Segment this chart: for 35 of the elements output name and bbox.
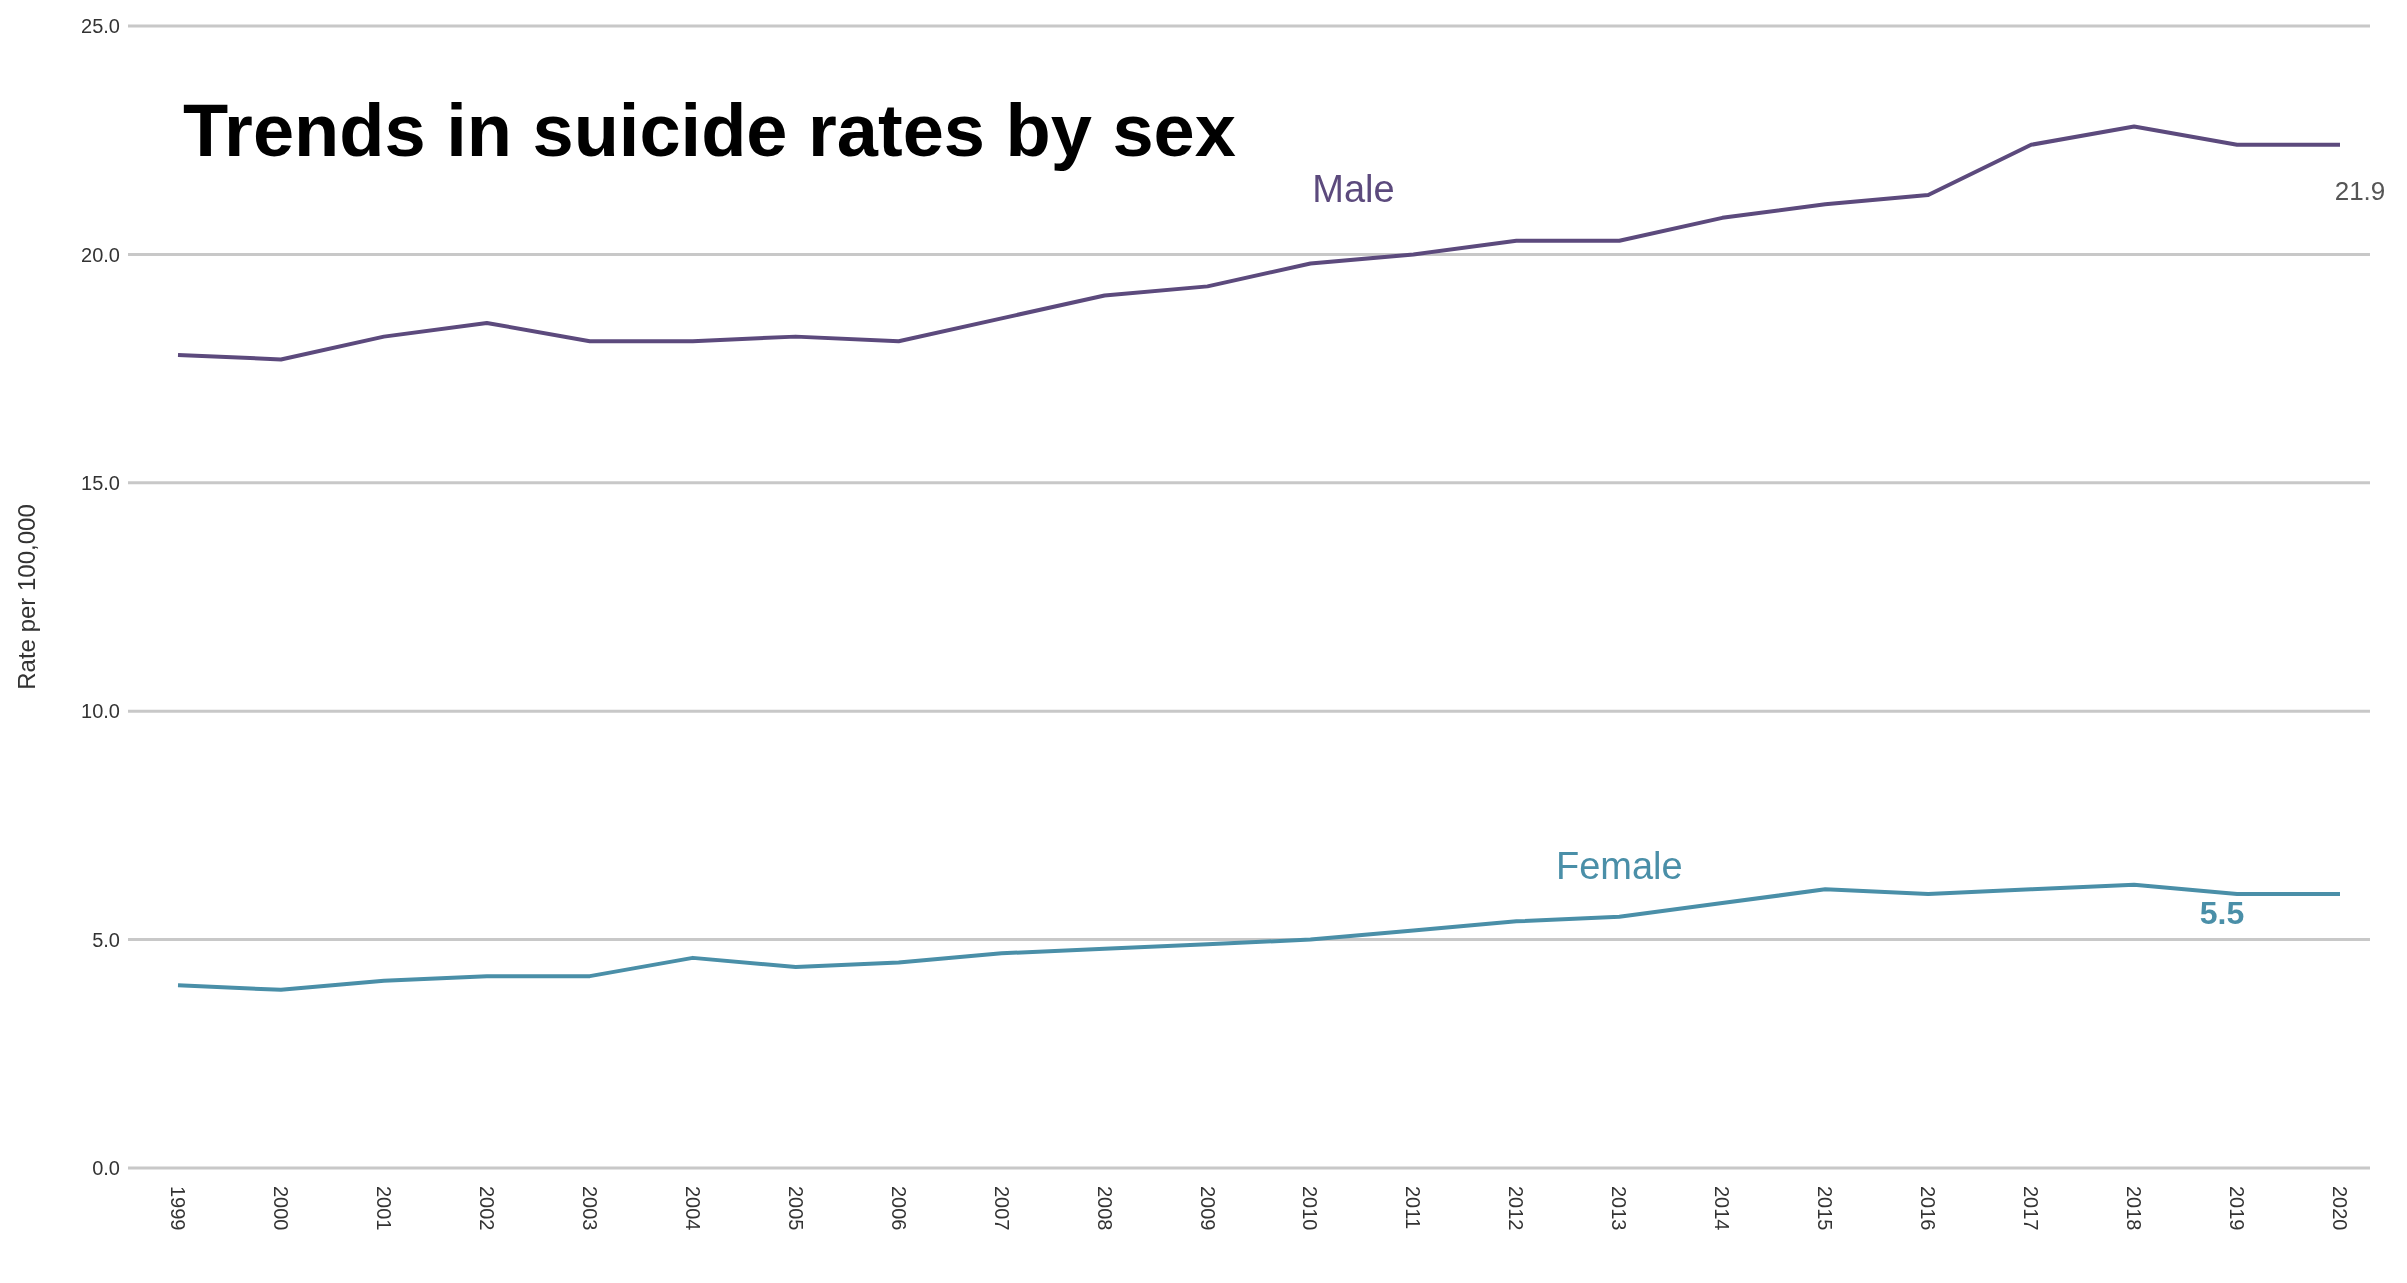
line-series	[176, 882, 2342, 992]
x-tick-label: 2012	[1505, 1186, 1528, 1231]
x-tick-label: 2015	[1814, 1186, 1837, 1231]
y-tick-label: 25.0	[81, 15, 120, 38]
annotation: 5.5	[2199, 894, 2245, 931]
x-tick-label: 2011	[1402, 1186, 1425, 1230]
x-tick-label: 2007	[990, 1186, 1013, 1231]
y-tick-label: 0.0	[92, 1157, 120, 1180]
y-tick-label: 15.0	[81, 471, 120, 494]
x-tick-label: 2018	[2123, 1186, 2146, 1231]
x-tick-label: 2009	[1196, 1186, 1219, 1231]
x-tick-label: 2014	[1711, 1186, 1734, 1231]
x-tick-label: 2002	[475, 1186, 498, 1231]
x-tick-label: 2010	[1299, 1186, 1322, 1231]
series-label: Male	[1312, 168, 1395, 211]
x-tick-label: 2004	[681, 1186, 704, 1231]
y-tick-label: 20.0	[81, 243, 120, 266]
annotation: 21.9	[2334, 175, 2386, 206]
x-tick-label: 2001	[372, 1186, 395, 1231]
x-tick-label: 1999	[167, 1186, 189, 1231]
y-axis-title: Rate per 100,000	[12, 504, 40, 690]
x-tick-label: 2017	[2020, 1186, 2043, 1231]
x-tick-label: 2006	[887, 1186, 910, 1231]
text: Trends in suicide rates by sex	[183, 88, 1236, 173]
x-tick-label: 2013	[1608, 1186, 1631, 1231]
series-label: Female	[1555, 844, 1683, 887]
y-tick-label: 5.0	[92, 928, 120, 951]
x-tick-label: 2008	[1093, 1186, 1116, 1231]
x-tick-label: 2019	[2226, 1186, 2249, 1231]
x-tick-label: 2016	[1917, 1186, 1940, 1231]
x-tick-label: 2003	[578, 1186, 601, 1231]
x-tick-label: 2020	[2329, 1186, 2351, 1231]
x-tick-label: 2000	[269, 1186, 292, 1231]
x-tick-label: 2005	[784, 1186, 807, 1231]
y-tick-label: 10.0	[81, 700, 120, 723]
